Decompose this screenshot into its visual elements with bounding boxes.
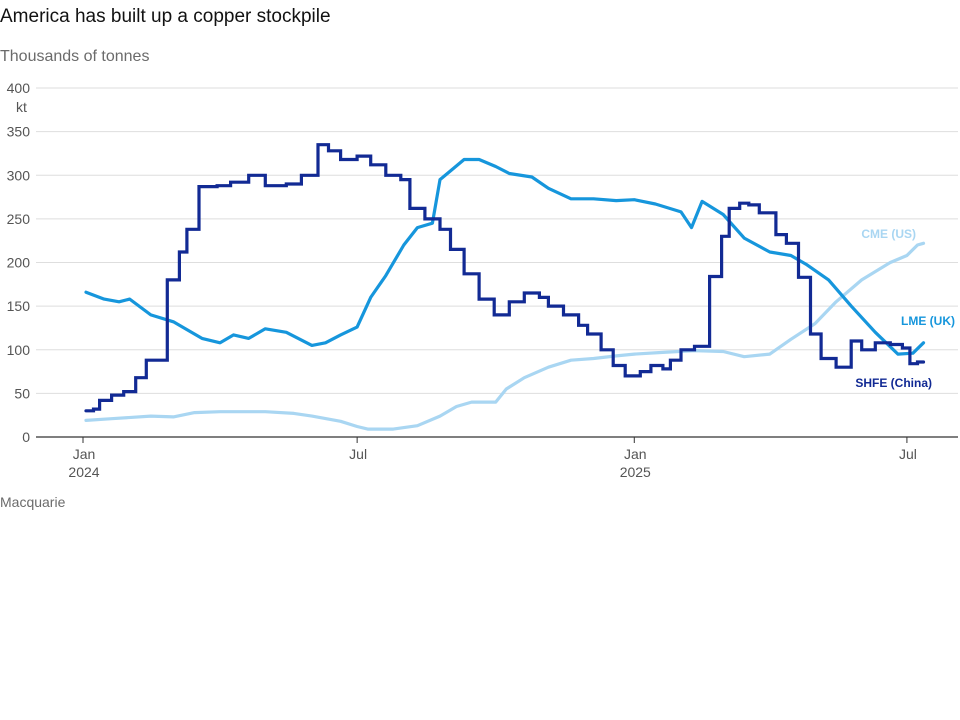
x-tick-label-2-0: Jan <box>624 446 647 462</box>
y-tick-label-300: 300 <box>7 167 31 183</box>
y-tick-label-350: 350 <box>7 124 31 140</box>
series-label-shfe: SHFE (China) <box>855 376 932 390</box>
y-axis-ticks: 0 50 100 150 200 250 300 350 400 <box>7 80 31 445</box>
x-tick-label-0-1: 2024 <box>68 464 99 480</box>
series-line-lme <box>84 157 926 356</box>
y-tick-label-250: 250 <box>7 211 31 227</box>
x-tick-label-3-0: Jul <box>899 446 917 462</box>
y-tick-label-400: 400 <box>7 80 31 96</box>
y-tick-label-50: 50 <box>14 385 30 401</box>
chart-title: America has built up a copper stockpile <box>0 6 331 27</box>
y-axis-unit: kt <box>16 99 27 115</box>
series-label-lme: LME (UK) <box>901 314 955 328</box>
source-note: Macquarie <box>0 494 66 510</box>
y-tick-label-200: 200 <box>7 255 31 271</box>
x-tick-label-0-0: Jan <box>73 446 96 462</box>
series-lines <box>84 143 926 431</box>
y-tick-label-0: 0 <box>22 429 30 445</box>
x-tick-label-1-0: Jul <box>349 446 367 462</box>
series-labels: CME (US) LME (UK) SHFE (China) <box>855 227 955 390</box>
gridlines <box>36 87 958 394</box>
y-tick-label-150: 150 <box>7 298 31 314</box>
series-line-shfe <box>84 143 926 413</box>
series-label-cme: CME (US) <box>861 227 916 241</box>
x-axis: Jan 2024 Jul Jan 2025 Jul <box>36 436 958 480</box>
x-tick-label-2-1: 2025 <box>620 464 651 480</box>
y-tick-label-100: 100 <box>7 342 31 358</box>
chart-subtitle: Thousands of tonnes <box>0 48 150 65</box>
